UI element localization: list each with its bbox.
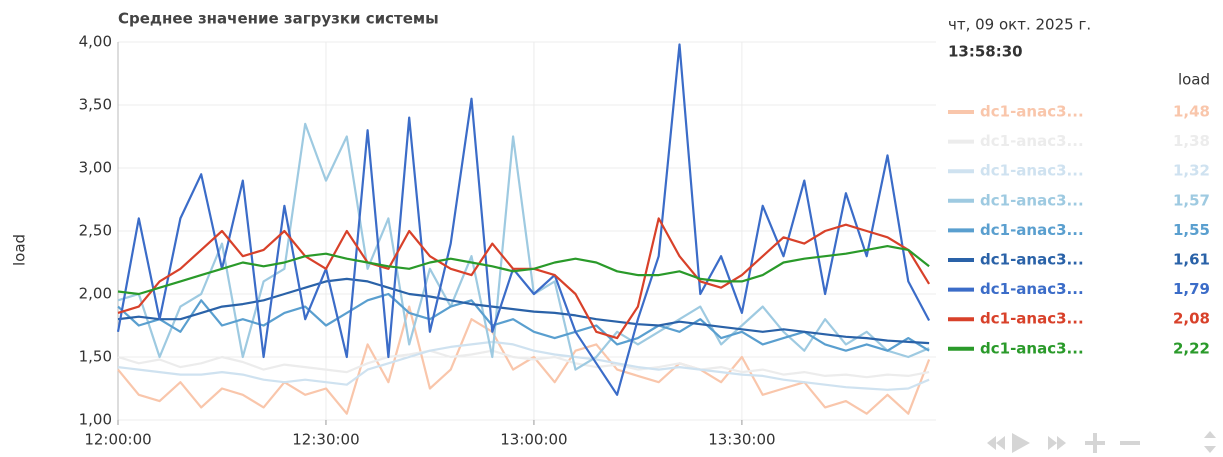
series-line <box>117 340 930 391</box>
series-line <box>117 349 930 379</box>
legend-label: dc1-anac3... <box>980 132 1084 150</box>
legend-value: 1,48 <box>1173 103 1210 121</box>
y-tick-label: 1,50 <box>79 348 112 366</box>
legend-label: dc1-anac3... <box>980 221 1084 239</box>
y-tick-label: 2,50 <box>79 222 112 240</box>
zoom-out-button[interactable] <box>1120 441 1140 445</box>
y-tick-label: 4,00 <box>79 33 112 51</box>
y-axis-label: load <box>11 234 29 266</box>
legend-value: 1,79 <box>1173 280 1210 298</box>
legend-value: 1,38 <box>1173 132 1210 150</box>
series-line <box>117 305 931 415</box>
legend-label: dc1-anac3... <box>980 310 1084 328</box>
legend-header: load <box>1178 71 1210 89</box>
x-tick-label: 12:30:00 <box>292 431 359 449</box>
y-tick-label: 3,00 <box>79 159 112 177</box>
legend-label: dc1-anac3... <box>980 339 1084 357</box>
play-button[interactable] <box>1012 433 1030 453</box>
forward-button[interactable] <box>1048 436 1066 450</box>
sort-button[interactable] <box>1204 431 1216 453</box>
rewind-button[interactable] <box>987 436 1005 450</box>
series-line <box>117 122 930 371</box>
x-tick-label: 13:30:00 <box>708 431 775 449</box>
series-line <box>116 43 931 396</box>
series-line <box>117 292 930 352</box>
legend-label: dc1-anac3... <box>980 162 1084 180</box>
legend-label: dc1-anac3... <box>980 191 1084 209</box>
x-tick-label: 12:00:00 <box>84 431 151 449</box>
y-tick-label: 1,00 <box>79 411 112 429</box>
legend-value: 2,22 <box>1173 339 1210 357</box>
series-line <box>117 277 930 345</box>
playback-controls[interactable] <box>987 431 1216 453</box>
x-tick-label: 13:00:00 <box>500 431 567 449</box>
chart-title: Среднее значение загрузки системы <box>118 10 439 28</box>
legend-date: чт, 09 окт. 2025 г. <box>948 16 1091 34</box>
legend-value: 1,61 <box>1173 251 1210 269</box>
legend-value: 1,57 <box>1173 191 1210 209</box>
series-line <box>117 217 931 340</box>
legend-value: 1,55 <box>1173 221 1210 239</box>
legend-label: dc1-anac3... <box>980 280 1084 298</box>
legend-label: dc1-anac3... <box>980 251 1084 269</box>
legend-time: 13:58:30 <box>948 43 1023 61</box>
legend-value: 2,08 <box>1173 310 1210 328</box>
zoom-in-button[interactable] <box>1085 433 1105 453</box>
legend-value: 1,32 <box>1173 162 1210 180</box>
y-tick-label: 3,50 <box>79 96 112 114</box>
legend-label: dc1-anac3... <box>980 103 1084 121</box>
y-tick-label: 2,00 <box>79 285 112 303</box>
series-line <box>117 245 930 296</box>
